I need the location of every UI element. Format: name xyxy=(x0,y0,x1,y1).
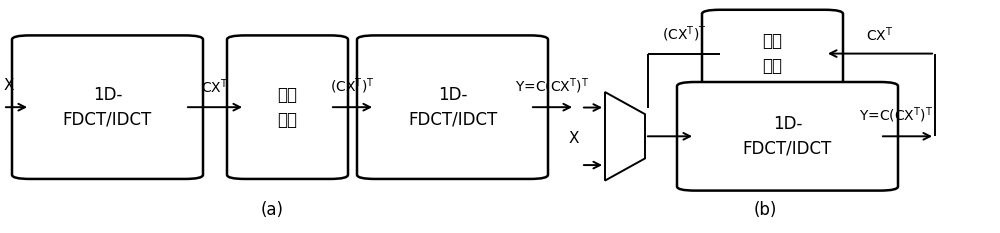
Text: 矩阵
转置: 矩阵 转置 xyxy=(763,32,782,75)
FancyBboxPatch shape xyxy=(227,35,348,179)
Polygon shape xyxy=(605,92,645,181)
Text: 1D-
FDCT/IDCT: 1D- FDCT/IDCT xyxy=(63,86,152,129)
Text: CX$^{\rm T}$: CX$^{\rm T}$ xyxy=(201,77,229,96)
FancyBboxPatch shape xyxy=(12,35,203,179)
Text: 1D-
FDCT/IDCT: 1D- FDCT/IDCT xyxy=(743,115,832,158)
Text: 1D-
FDCT/IDCT: 1D- FDCT/IDCT xyxy=(408,86,497,129)
Text: (CX$^{\rm T}$)$^{\rm T}$: (CX$^{\rm T}$)$^{\rm T}$ xyxy=(662,25,706,44)
Text: Y=C(CX$^{\rm T}$)$^{\rm T}$: Y=C(CX$^{\rm T}$)$^{\rm T}$ xyxy=(515,76,590,96)
FancyBboxPatch shape xyxy=(677,82,898,191)
Text: 矩阵
转置: 矩阵 转置 xyxy=(278,86,298,129)
Text: X: X xyxy=(568,131,579,146)
Text: CX$^{\rm T}$: CX$^{\rm T}$ xyxy=(866,26,894,44)
FancyBboxPatch shape xyxy=(357,35,548,179)
Text: (a): (a) xyxy=(260,201,284,219)
FancyBboxPatch shape xyxy=(702,10,843,97)
Text: X: X xyxy=(4,78,14,93)
Text: Y=C(CX$^{\rm T}$)$^{\rm T}$: Y=C(CX$^{\rm T}$)$^{\rm T}$ xyxy=(859,105,933,125)
Text: (b): (b) xyxy=(753,201,777,219)
Text: (CX$^{\rm T}$)$^{\rm T}$: (CX$^{\rm T}$)$^{\rm T}$ xyxy=(330,76,375,96)
